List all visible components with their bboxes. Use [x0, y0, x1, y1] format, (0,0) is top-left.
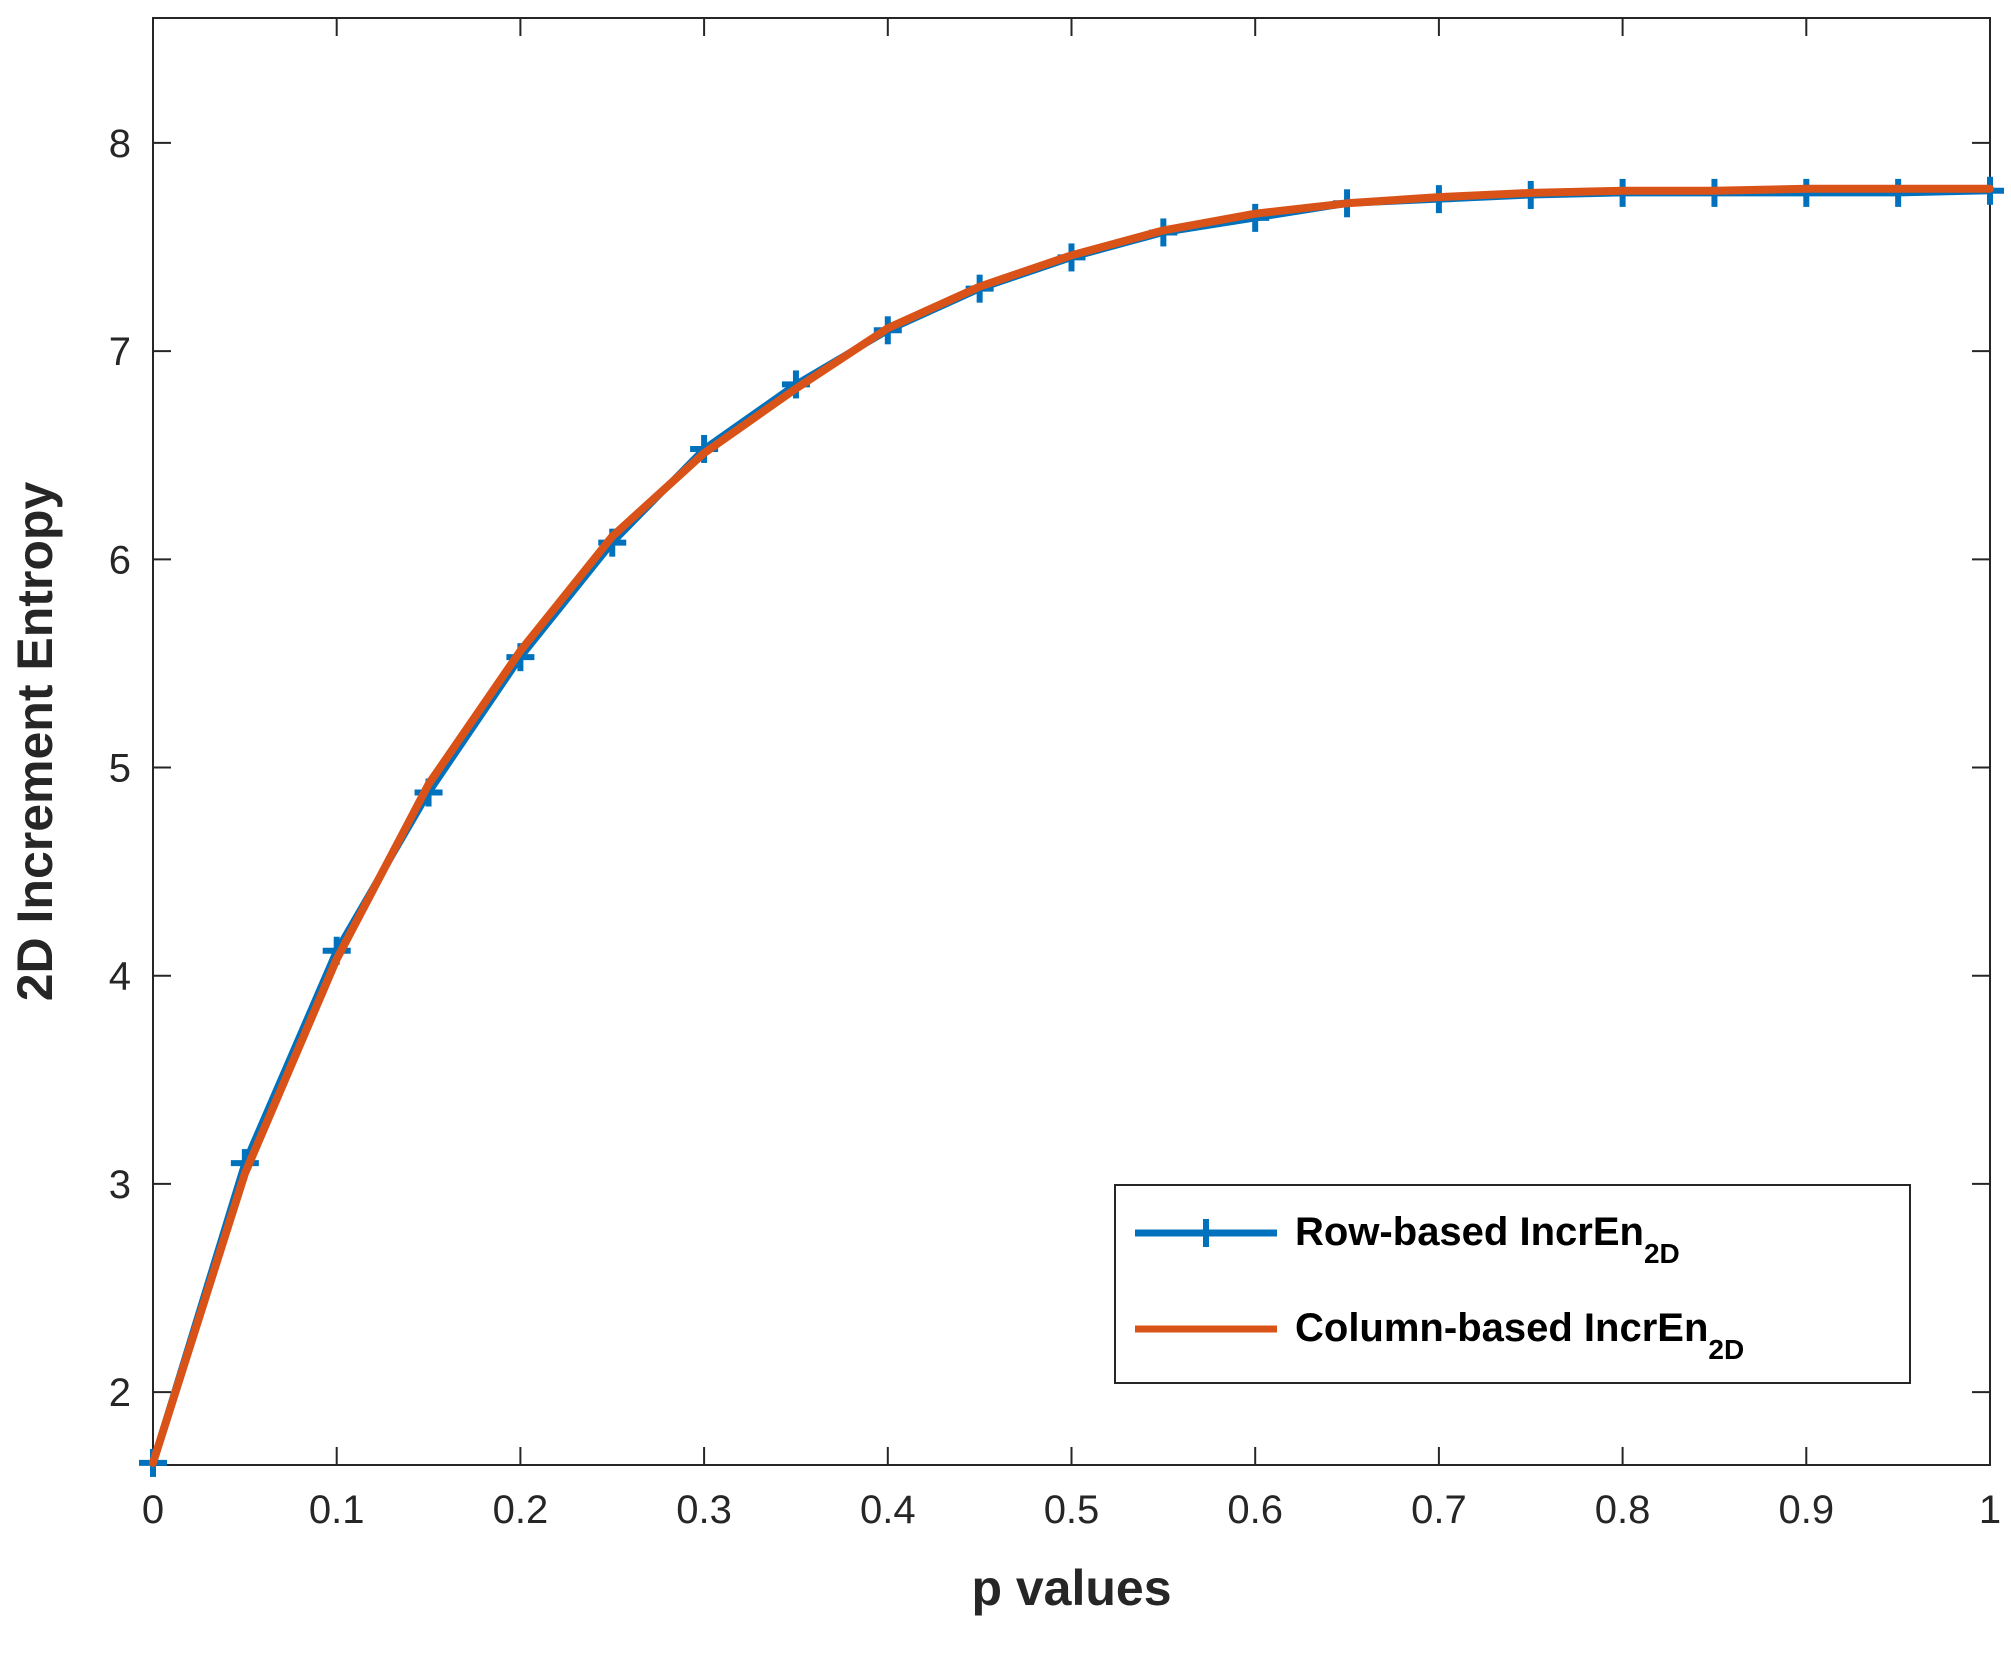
y-tick-label: 2 [109, 1371, 131, 1415]
x-tick-label: 0.5 [1044, 1488, 1100, 1532]
legend-label-subscript: 2D [1708, 1334, 1744, 1365]
x-tick-label: 0.6 [1227, 1488, 1283, 1532]
series-line-2 [149, 184, 1994, 1467]
axis-ticks: 0 0.1 0.2 0.3 0.4 0.5 0.6 0.7 0.8 0.9 1 2 3 4 5 6 7 8 [109, 18, 2001, 1532]
x-tick-label: 0.3 [676, 1488, 732, 1532]
legend-label: Column-based IncrEn2D [1295, 1306, 1744, 1365]
x-tick-label: 1 [1979, 1488, 2001, 1532]
legend-label: Row-based IncrEn2D [1295, 1210, 1680, 1269]
y-tick-label: 7 [109, 330, 131, 374]
x-tick-label: 0.9 [1778, 1488, 1834, 1532]
x-tick-label: 0.4 [860, 1488, 916, 1532]
y-tick-label: 4 [109, 955, 131, 999]
y-tick-label: 6 [109, 538, 131, 582]
series-layer [139, 176, 2004, 1477]
y-tick-label: 8 [109, 122, 131, 166]
legend-box [1114, 1184, 1911, 1384]
legend-label-subscript: 2D [1644, 1238, 1680, 1269]
y-tick-label: 3 [109, 1163, 131, 1207]
x-tick-label: 0.7 [1411, 1488, 1467, 1532]
x-tick-label: 0.1 [309, 1488, 365, 1532]
x-tick-label: 0.8 [1595, 1488, 1651, 1532]
legend-item-2: Column-based IncrEn2D [1135, 1306, 1744, 1365]
x-tick-label: 0 [142, 1488, 164, 1532]
y-tick-label: 5 [109, 747, 131, 791]
y-axis-title: 2D Increment Entropy [7, 482, 63, 1002]
legend-label-main: Column-based IncrEn [1295, 1306, 1708, 1350]
legend-label-main: Row-based IncrEn [1295, 1210, 1644, 1254]
x-axis-title: p values [971, 1560, 1171, 1616]
data-point-marker [1884, 178, 1913, 207]
x-tick-label: 0.2 [493, 1488, 549, 1532]
legend-item-1: Row-based IncrEn2D [1135, 1210, 1680, 1269]
